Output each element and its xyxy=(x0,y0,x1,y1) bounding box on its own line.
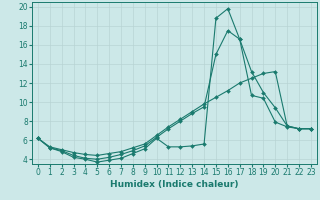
X-axis label: Humidex (Indice chaleur): Humidex (Indice chaleur) xyxy=(110,180,239,189)
